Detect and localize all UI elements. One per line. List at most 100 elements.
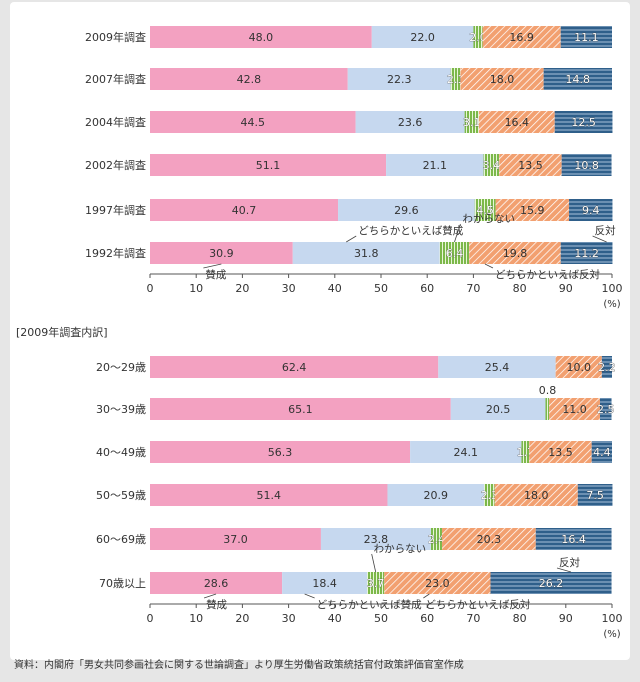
- callout-line: [346, 235, 357, 243]
- bar-segment-somewhat-agree: [292, 242, 440, 264]
- category-label: 30～39歳: [96, 403, 146, 416]
- data-label: 44.5: [241, 116, 266, 129]
- bar-segment-somewhat-disagree: [549, 398, 600, 420]
- data-label: 18.0: [524, 489, 549, 502]
- source-note: 資料：内閣府「男女共同参画社会に関する世論調査」より厚生労働省政策統括官付政策評…: [14, 658, 464, 671]
- bar-segment-dont-know: [473, 26, 483, 48]
- bar-segment-somewhat-disagree: [441, 528, 536, 550]
- x-tick-label: 80: [513, 612, 527, 625]
- bar-segment-dont-know: [484, 484, 495, 506]
- category-label: 2009年調査: [85, 30, 146, 44]
- data-label: 13.5: [518, 159, 543, 172]
- bar-segment-dont-know: [439, 242, 470, 264]
- bar-segment-disagree: [599, 398, 612, 420]
- data-label: 3.1: [463, 116, 481, 129]
- category-label: 50～59歳: [96, 489, 146, 502]
- x-tick-label: 10: [189, 612, 203, 625]
- callout-line: [304, 593, 315, 599]
- data-label: 62.4: [282, 361, 307, 374]
- x-unit-label: (%): [603, 299, 620, 310]
- data-label: 18.4: [312, 577, 337, 590]
- x-tick-label: 10: [189, 282, 203, 295]
- data-label: 51.1: [256, 159, 281, 172]
- data-label: 23.6: [398, 116, 423, 129]
- category-label: 70歳以上: [99, 577, 146, 590]
- data-label: 10.0: [566, 361, 591, 374]
- bar-segment-somewhat-disagree: [494, 484, 578, 506]
- callout-label-somewhat-agree: どちらかといえば賛成: [358, 224, 463, 237]
- x-tick-label: 80: [513, 282, 527, 295]
- x-tick-label: 100: [602, 612, 623, 625]
- data-label: 2.2: [598, 361, 616, 374]
- callout-line: [592, 235, 607, 243]
- bar-segment-somewhat-agree: [387, 484, 485, 506]
- bar-segment-agree: [150, 484, 388, 506]
- data-label: 18.0: [490, 73, 515, 86]
- x-tick-label: 0: [147, 282, 154, 295]
- bar-segment-agree: [150, 68, 348, 90]
- bar-segment-disagree: [543, 68, 612, 90]
- bar-segment-agree: [150, 111, 356, 133]
- bar-segment-agree: [150, 242, 293, 264]
- category-label: 2002年調査: [85, 158, 146, 172]
- x-tick-label: 40: [328, 282, 342, 295]
- category-label: 2007年調査: [85, 72, 146, 86]
- x-tick-label: 30: [282, 612, 296, 625]
- data-label: 9.4: [582, 204, 600, 217]
- bar-segment-somewhat-agree: [371, 26, 474, 48]
- data-label: 11.1: [574, 31, 599, 44]
- bar-segment-disagree: [535, 528, 612, 550]
- data-label: 7.5: [586, 489, 604, 502]
- data-label: 29.6: [394, 204, 419, 217]
- bar-segment-somewhat-disagree: [555, 356, 602, 378]
- x-tick-label: 60: [420, 282, 434, 295]
- category-label: 1997年調査: [85, 203, 146, 217]
- data-label: 3.7: [367, 577, 385, 590]
- bar-segment-disagree: [591, 441, 612, 463]
- bar-segment-somewhat-agree: [320, 528, 431, 550]
- data-label: 22.0: [410, 31, 435, 44]
- bar-segment-somewhat-agree: [282, 572, 368, 594]
- bar-segment-somewhat-disagree: [499, 154, 562, 176]
- data-label: 16.4: [505, 116, 530, 129]
- bar-segment-somewhat-agree: [450, 398, 546, 420]
- callout-label-dont-know: わからない: [374, 543, 427, 555]
- data-label: 30.9: [209, 247, 234, 260]
- data-label: 6.4: [446, 247, 464, 260]
- callout-line: [423, 593, 430, 599]
- x-tick-label: 90: [559, 612, 573, 625]
- data-label: 65.1: [288, 403, 313, 416]
- bar-segment-disagree: [577, 484, 613, 506]
- data-label: 2.0: [469, 31, 487, 44]
- bar-segment-dont-know: [450, 68, 461, 90]
- category-label: 60～69歳: [96, 533, 146, 546]
- bar-segment-somewhat-agree: [410, 441, 522, 463]
- callout-line: [556, 567, 572, 573]
- callout-label-dont-know: わからない: [462, 213, 515, 225]
- data-label: 15.9: [520, 204, 545, 217]
- x-tick-label: 60: [420, 612, 434, 625]
- bar-segment-dont-know: [430, 528, 442, 550]
- callout-label-somewhat-agree: どちらかといえば賛成: [317, 598, 422, 611]
- bar-segment-dont-know: [474, 199, 496, 221]
- bar-segment-somewhat-disagree: [495, 199, 570, 221]
- data-label: 20.3: [477, 533, 502, 546]
- data-label: 10.8: [574, 159, 599, 172]
- data-label: 20.5: [486, 403, 511, 416]
- data-label: 11.2: [574, 247, 599, 260]
- data-label: 0.8: [539, 384, 557, 397]
- x-tick-label: 30: [282, 282, 296, 295]
- data-label: 16.4: [561, 533, 586, 546]
- x-tick-label: 40: [328, 612, 342, 625]
- bar-segment-agree: [150, 572, 283, 594]
- data-label: 20.9: [423, 489, 448, 502]
- x-tick-label: 0: [147, 612, 154, 625]
- data-label: 4.5: [476, 204, 494, 217]
- x-tick-label: 50: [374, 612, 388, 625]
- data-label: 23.0: [425, 577, 450, 590]
- data-label: 11.0: [562, 403, 587, 416]
- bar-segment-disagree: [560, 26, 612, 48]
- callout-line: [484, 263, 494, 269]
